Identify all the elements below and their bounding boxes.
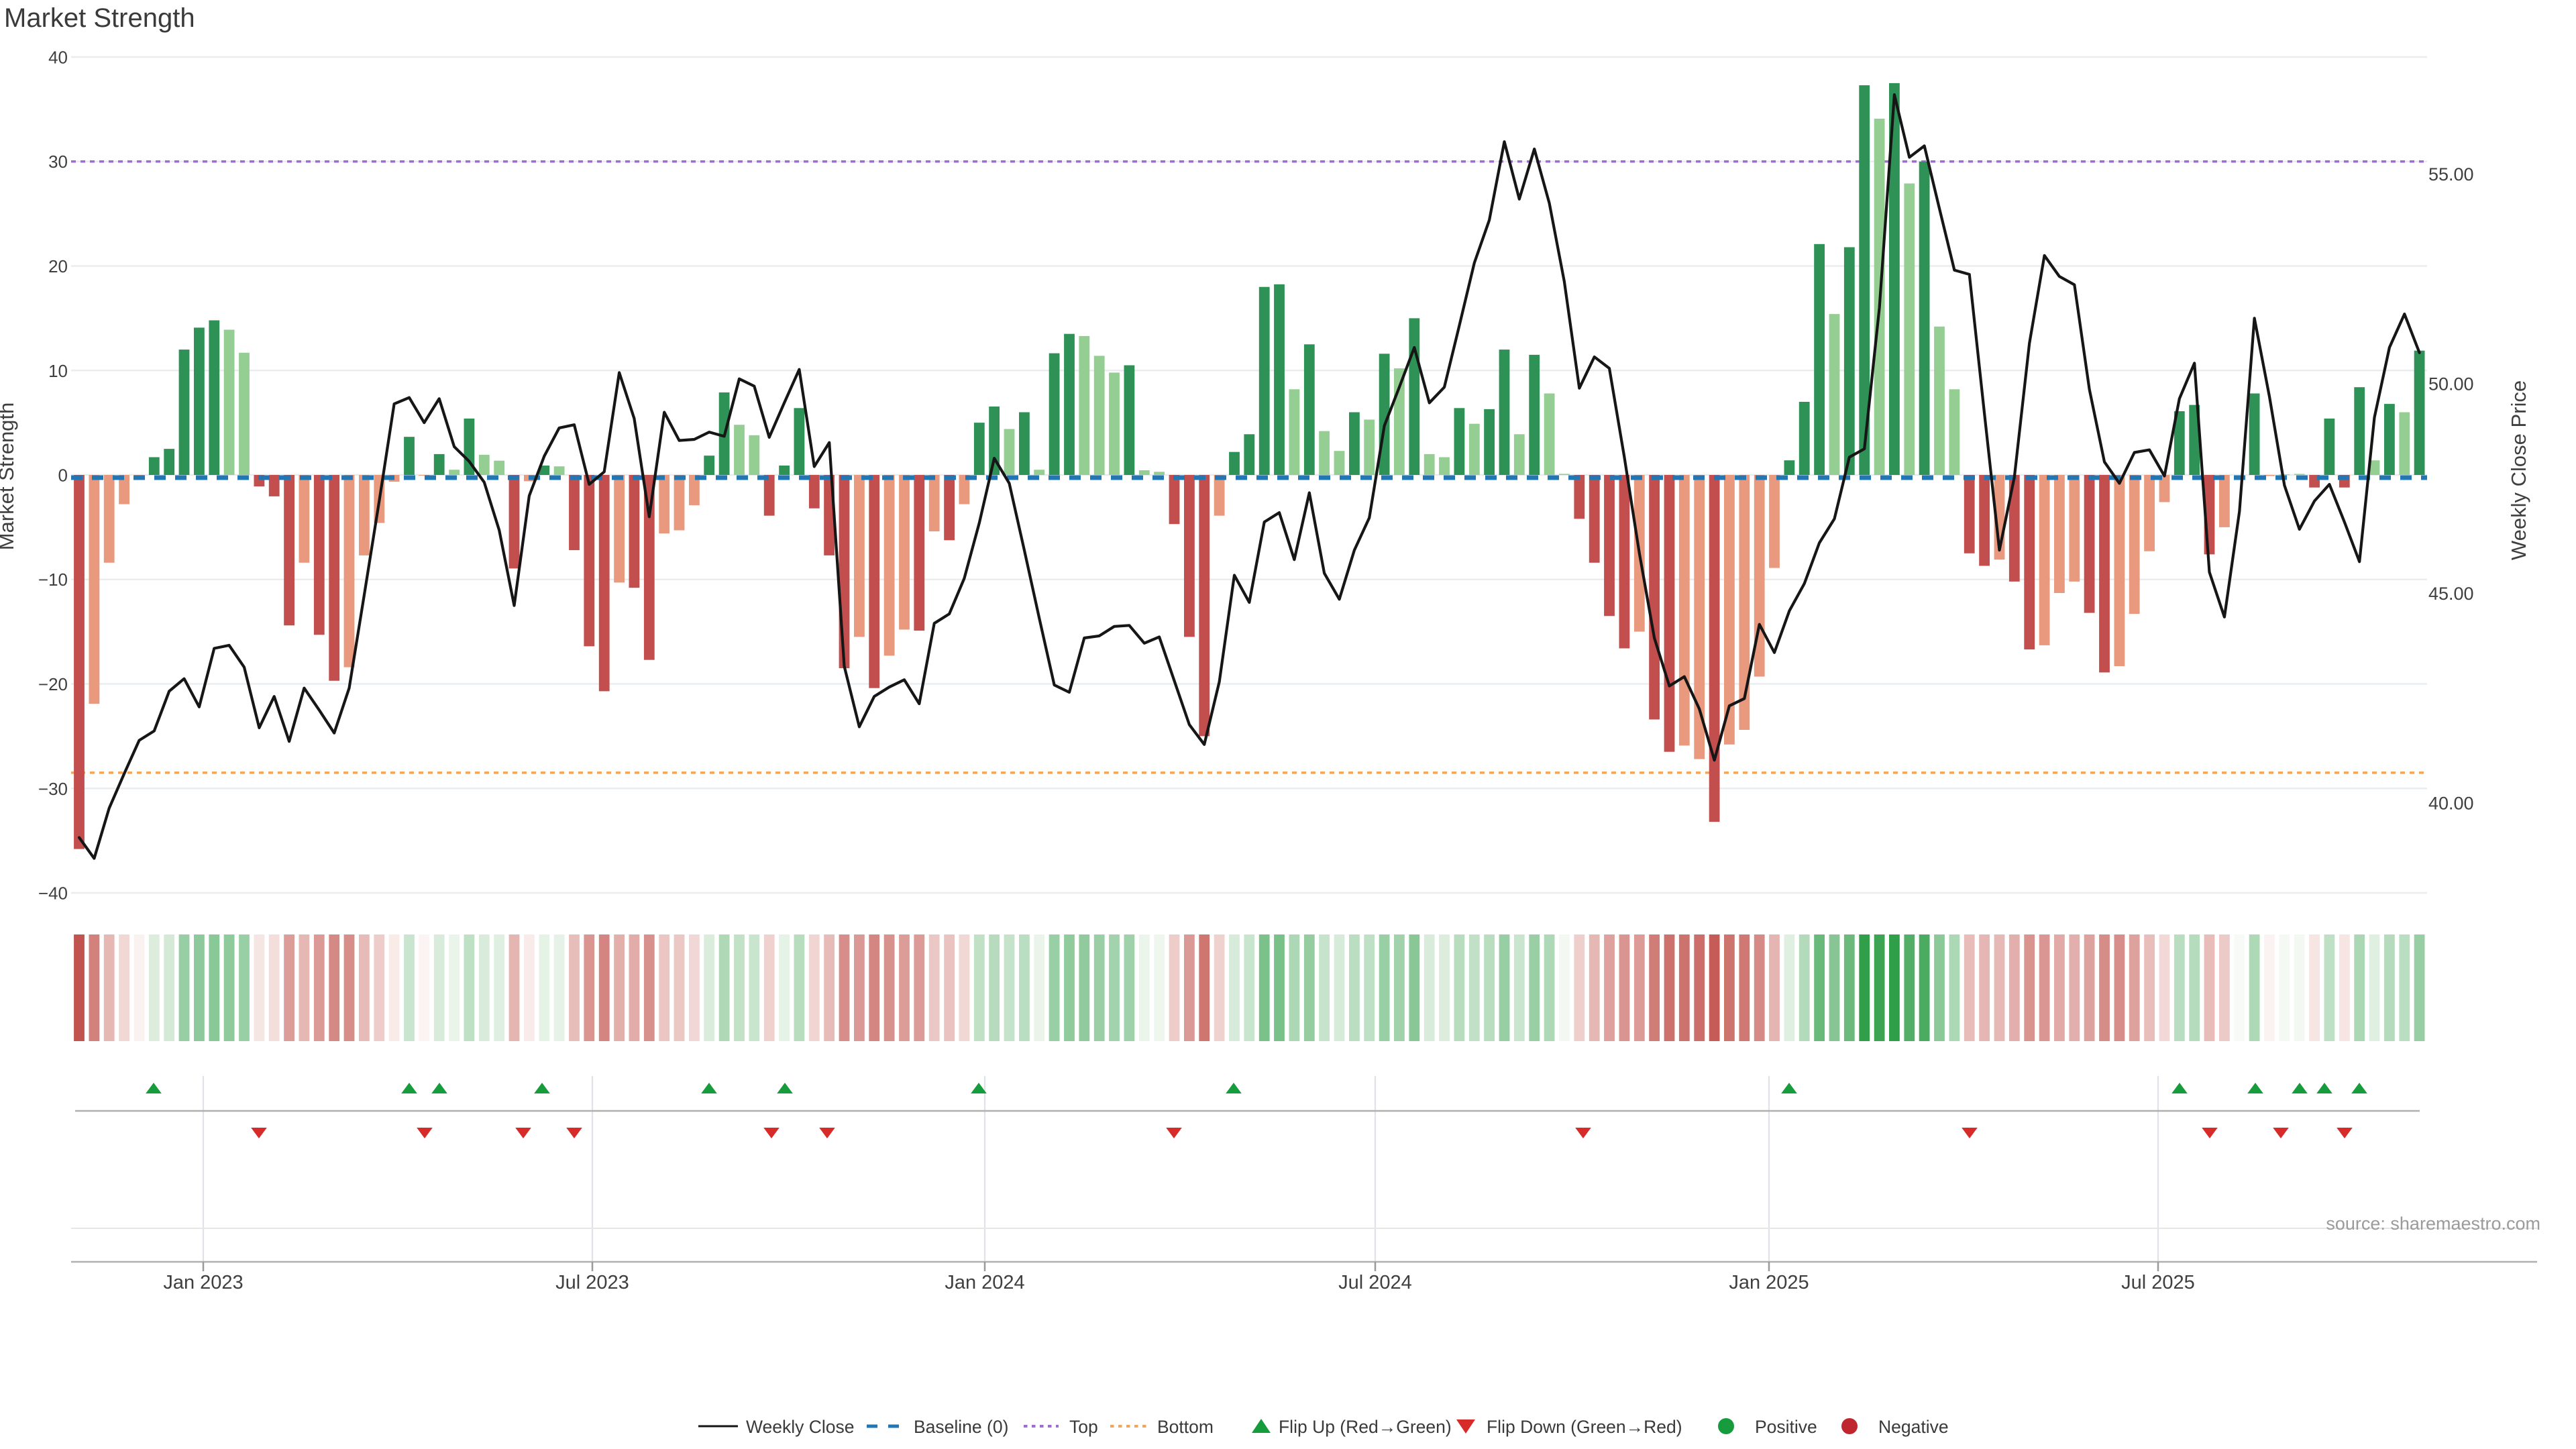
svg-text:Jul 2023: Jul 2023	[555, 1272, 629, 1293]
svg-text:Weekly Close Price: Weekly Close Price	[2507, 380, 2530, 560]
svg-text:Jul 2024: Jul 2024	[1338, 1272, 1412, 1293]
svg-text:40: 40	[48, 48, 68, 68]
svg-text:−40: −40	[38, 883, 68, 904]
svg-text:55.00: 55.00	[2428, 164, 2474, 184]
svg-text:Weekly Close: Weekly Close	[746, 1417, 855, 1437]
svg-text:Market Strength: Market Strength	[0, 402, 18, 551]
svg-text:Baseline (0): Baseline (0)	[914, 1417, 1008, 1437]
svg-text:Jan 2024: Jan 2024	[945, 1272, 1024, 1293]
svg-text:Market Strength: Market Strength	[4, 3, 195, 33]
svg-text:Negative: Negative	[1878, 1417, 1949, 1437]
svg-text:Flip Up (Red→Green): Flip Up (Red→Green)	[1279, 1417, 1452, 1437]
svg-text:−20: −20	[38, 674, 68, 694]
svg-text:50.00: 50.00	[2428, 374, 2474, 394]
svg-text:Jan 2025: Jan 2025	[1729, 1272, 1809, 1293]
svg-text:Top: Top	[1069, 1417, 1098, 1437]
svg-text:20: 20	[48, 256, 68, 276]
svg-text:Flip Down (Green→Red): Flip Down (Green→Red)	[1487, 1417, 1682, 1437]
svg-text:40.00: 40.00	[2428, 794, 2474, 814]
svg-text:30: 30	[48, 152, 68, 172]
svg-text:10: 10	[48, 361, 68, 381]
svg-text:Jul 2025: Jul 2025	[2121, 1272, 2195, 1293]
svg-text:source: sharemaestro.com: source: sharemaestro.com	[2326, 1214, 2540, 1234]
svg-text:−10: −10	[38, 570, 68, 590]
svg-text:Jan 2023: Jan 2023	[163, 1272, 243, 1293]
svg-text:0: 0	[58, 466, 68, 486]
svg-text:Positive: Positive	[1755, 1417, 1817, 1437]
svg-text:−30: −30	[38, 779, 68, 799]
svg-text:45.00: 45.00	[2428, 584, 2474, 604]
svg-text:Bottom: Bottom	[1157, 1417, 1214, 1437]
